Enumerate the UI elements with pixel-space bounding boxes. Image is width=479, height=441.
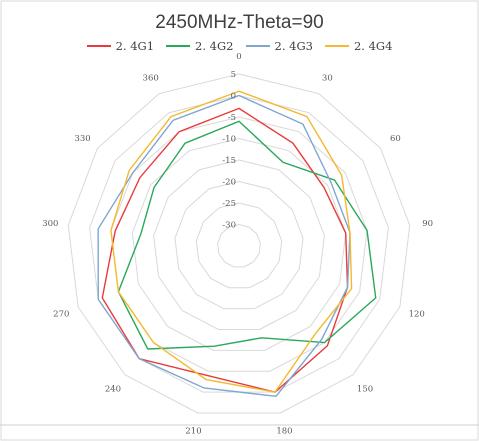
angle-label: 360 — [143, 74, 159, 84]
angle-label: 90 — [422, 219, 433, 229]
radial-tick-label: -15 — [222, 156, 236, 166]
legend-label: 2. 4G4 — [353, 39, 393, 53]
chart-title: 2450MHz-Theta=90 — [155, 12, 324, 33]
series-line — [101, 107, 349, 393]
angle-label: 240 — [105, 384, 121, 394]
series-line — [110, 90, 353, 393]
angle-label: 180 — [276, 427, 292, 437]
legend-label: 2. 4G1 — [115, 39, 155, 53]
grid-ring — [195, 202, 283, 289]
radial-tick-label: 5 — [231, 70, 236, 80]
radial-tick-label: 0 — [231, 92, 236, 102]
angle-label: 210 — [185, 427, 201, 437]
grid-ring — [174, 180, 304, 310]
grid-ring — [217, 223, 261, 268]
angle-label: 270 — [53, 309, 69, 319]
legend-swatch — [86, 45, 111, 47]
grid-ring — [153, 159, 325, 331]
series-line — [97, 94, 351, 398]
legend-label: 2. 4G2 — [195, 39, 234, 53]
legend-swatch — [166, 45, 191, 47]
radial-tick-label: -5 — [228, 113, 236, 123]
angle-label: 300 — [42, 219, 58, 229]
angle-label: 150 — [357, 384, 373, 394]
legend-item: 2. 4G2 — [166, 39, 234, 53]
legend-item: 2. 4G4 — [324, 39, 393, 53]
grid-ring — [67, 73, 411, 414]
radial-tick-label: -20 — [222, 178, 236, 188]
angle-label: 120 — [409, 309, 425, 319]
radial-tick-label: -30 — [222, 221, 236, 231]
legend-swatch — [245, 45, 270, 47]
grid-ring — [110, 116, 368, 372]
angle-label: 30 — [322, 74, 333, 84]
legend-swatch — [324, 45, 349, 47]
radial-tick-label: -25 — [222, 199, 236, 209]
angle-label: 0 — [236, 52, 241, 62]
grid-ring — [89, 94, 389, 393]
legend-item: 2. 4G3 — [245, 39, 313, 53]
radial-tick-label: -10 — [222, 135, 236, 145]
series-line — [117, 120, 377, 350]
grid-ring — [131, 137, 347, 351]
angle-label: 330 — [74, 134, 90, 144]
legend-item: 2. 4G1 — [86, 39, 155, 53]
legend: 2. 4G1 2. 4G2 2. 4G3 2. 4G4 — [0, 39, 479, 53]
angle-label: 60 — [390, 134, 401, 144]
legend-label: 2. 4G3 — [274, 39, 313, 53]
